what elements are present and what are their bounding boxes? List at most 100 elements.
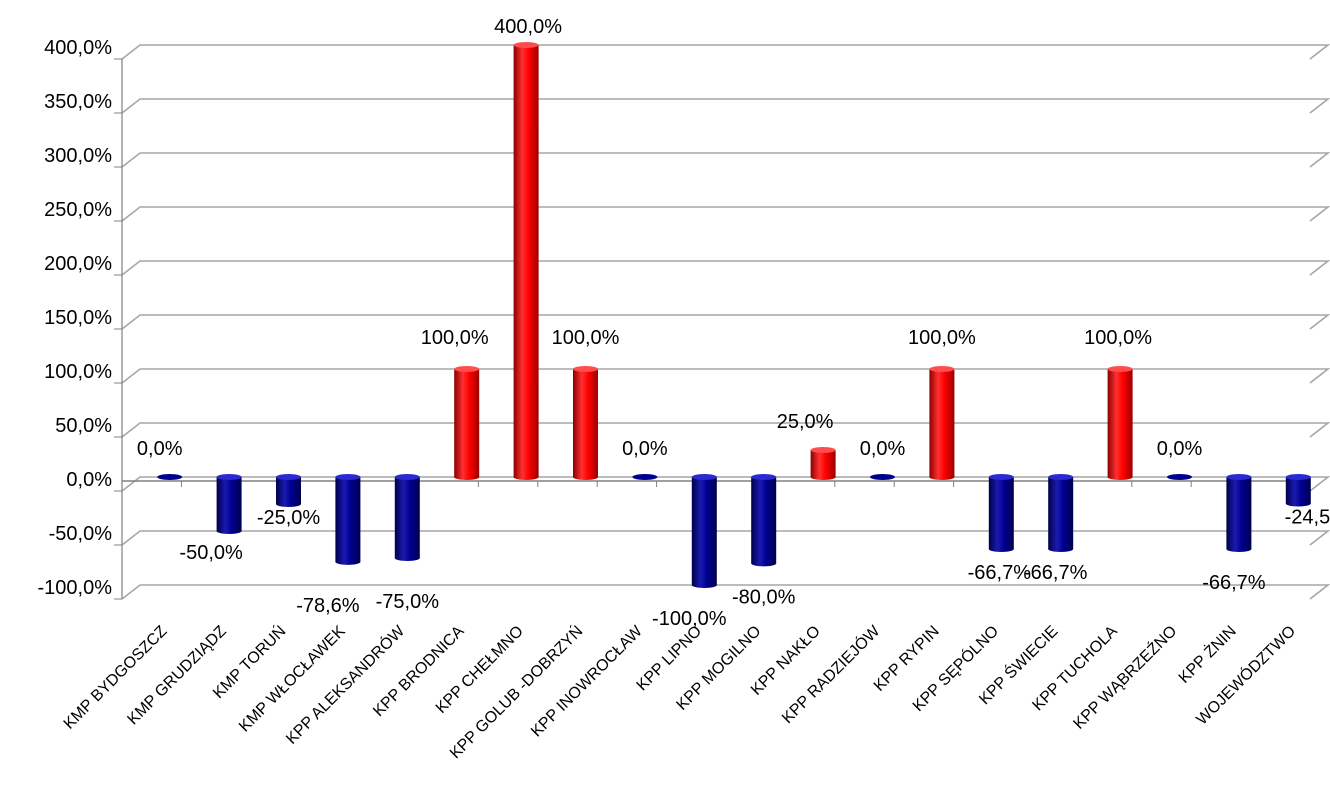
- bar-body: [988, 477, 1014, 550]
- bar-body: [1226, 477, 1252, 550]
- bar-bottom-cap: [1285, 500, 1311, 507]
- data-label: -24,5%: [1285, 506, 1330, 528]
- y-tick-label: -100,0%: [38, 577, 113, 599]
- data-label: 25,0%: [777, 411, 834, 433]
- gridline: [121, 98, 1330, 114]
- bar-body: [1107, 369, 1133, 477]
- y-tick-label: -50,0%: [49, 523, 113, 545]
- data-label: 0,0%: [860, 438, 906, 460]
- bar-top-cap: [394, 474, 420, 480]
- data-label: -25,0%: [257, 507, 321, 529]
- data-label: -66,7%: [1202, 572, 1266, 594]
- x-tick-label: WOJEWÓDZTWO: [1192, 621, 1299, 728]
- x-tick-label: KPP ŻNIN: [1174, 621, 1239, 686]
- gridline: [121, 260, 1330, 276]
- bar-zero-cap: [632, 474, 658, 480]
- bar-bottom-cap: [335, 558, 361, 565]
- y-tick-label: 100,0%: [44, 361, 112, 383]
- bar: [870, 474, 895, 480]
- x-tick-label: KPP ALEKSANDRÓW: [282, 621, 409, 748]
- data-label: -75,0%: [376, 591, 440, 613]
- bar: [691, 474, 717, 588]
- bar-bottom-cap: [216, 528, 242, 534]
- bar: [1167, 474, 1192, 480]
- bar-top-cap: [1048, 474, 1074, 480]
- bar-body: [810, 450, 836, 477]
- bar: [1107, 366, 1133, 480]
- bar-bottom-cap: [1226, 546, 1252, 553]
- bar-bottom-cap: [810, 474, 836, 480]
- bar-bottom-cap: [394, 555, 420, 561]
- bar: [157, 474, 183, 480]
- gridline: [121, 530, 1330, 546]
- bar-top-cap: [454, 366, 480, 372]
- data-label: -66,7%: [968, 562, 1032, 584]
- y-tick-label: 300,0%: [44, 145, 112, 167]
- gridline: [121, 368, 1330, 384]
- x-tick-label: KMP WŁOCŁAWEK: [236, 623, 349, 736]
- data-label: -50,0%: [179, 542, 243, 564]
- bar-top-cap: [1285, 474, 1311, 480]
- y-tick-label: 250,0%: [44, 199, 112, 221]
- bar-top-cap: [810, 447, 836, 453]
- bar-body: [929, 369, 955, 477]
- bar-top-cap: [216, 474, 242, 480]
- gridline: [121, 476, 1330, 492]
- bar-bottom-cap: [573, 474, 598, 480]
- bar-body: [216, 477, 242, 531]
- bar: [394, 474, 420, 561]
- bar-body: [573, 369, 598, 477]
- gridline: [121, 44, 1330, 60]
- bar-bottom-cap: [988, 546, 1014, 553]
- bar: [1285, 474, 1311, 507]
- gridline: [121, 314, 1330, 330]
- bar: [216, 474, 242, 534]
- bar-zero-cap: [157, 474, 183, 480]
- data-label: 0,0%: [1157, 438, 1203, 460]
- data-label: 100,0%: [1084, 327, 1152, 349]
- bar-body: [276, 477, 301, 504]
- bar: [988, 474, 1014, 553]
- gridline: [121, 422, 1330, 438]
- bar: [929, 366, 955, 480]
- bar-top-cap: [988, 474, 1014, 480]
- data-label: 0,0%: [137, 438, 183, 460]
- bar-zero-cap: [1167, 474, 1192, 480]
- bar-body: [1285, 477, 1311, 504]
- data-label: 100,0%: [421, 327, 489, 349]
- y-tick-label: 200,0%: [44, 253, 112, 275]
- data-label: 0,0%: [622, 438, 668, 460]
- bar-top-cap: [1226, 474, 1252, 480]
- bar-top-cap: [573, 366, 598, 372]
- bar: [454, 366, 480, 480]
- bar-body: [335, 477, 361, 562]
- data-label: 400,0%: [494, 16, 562, 38]
- data-labels: 0,0% -50,0% -25,0% -78,6% -75,0% 100,0% 400,0%…: [137, 16, 1330, 630]
- x-tick-label: KMP BYDGOSZCZ: [61, 623, 171, 733]
- bar-top-cap: [276, 474, 301, 480]
- bar-zero-cap: [870, 474, 895, 480]
- bar: [632, 474, 658, 480]
- bar-bottom-cap: [513, 474, 539, 480]
- bar-body: [1048, 477, 1074, 550]
- bar: [335, 474, 361, 565]
- bar-bottom-cap: [691, 582, 717, 588]
- data-label: -80,0%: [732, 586, 796, 608]
- bar-top-cap: [691, 474, 717, 480]
- y-tick-label: 150,0%: [44, 307, 112, 329]
- gridlines: [121, 44, 1330, 600]
- bar: [276, 474, 301, 507]
- x-tick-label: KMP GRUDZIĄDZ: [124, 623, 230, 729]
- x-tick-label: KPP RADZIEJÓW: [778, 621, 884, 727]
- bar-body: [394, 477, 420, 558]
- bar: [810, 447, 836, 480]
- bar: [751, 474, 777, 567]
- data-label: -100,0%: [652, 608, 727, 630]
- bar-top-cap: [751, 474, 777, 480]
- gridline: [121, 152, 1330, 168]
- bar-bottom-cap: [1107, 474, 1133, 480]
- data-label: -66,7%: [1024, 562, 1088, 584]
- data-label: 100,0%: [552, 327, 620, 349]
